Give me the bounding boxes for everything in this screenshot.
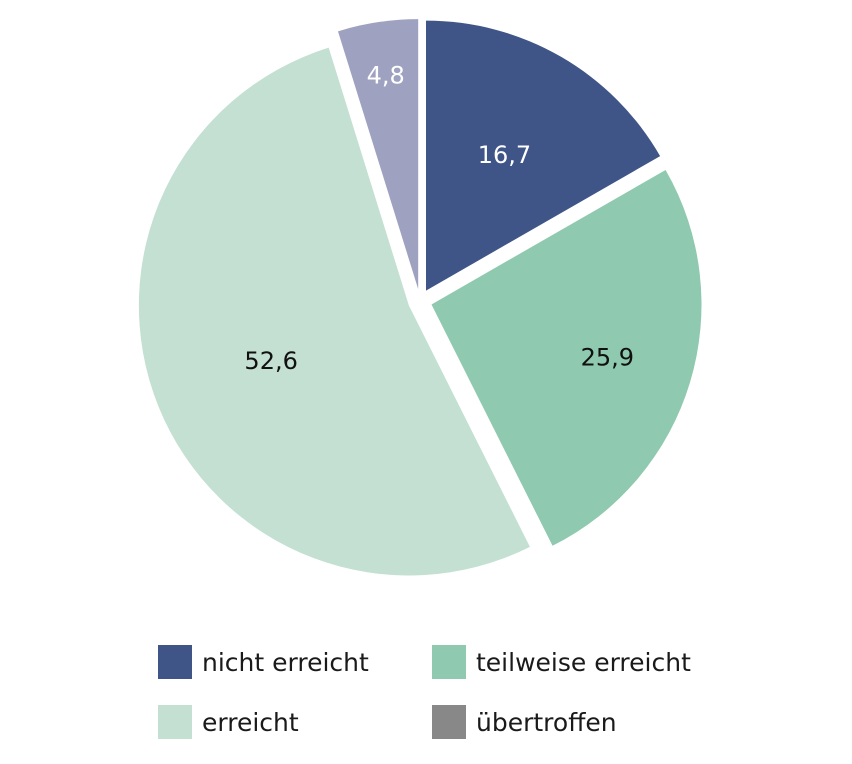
pie-label-nicht-erreicht: 16,7 [478, 141, 531, 169]
pie-label-teilweise-erreicht: 25,9 [581, 343, 634, 371]
legend-swatch-erreicht [158, 705, 192, 739]
legend-label-uebertroffen: übertroffen [476, 707, 617, 737]
legend-item-nicht-erreicht: nicht erreicht [158, 644, 369, 680]
legend-swatch-uebertroffen [432, 705, 466, 739]
legend-label-teilweise-erreicht: teilweise erreicht [476, 647, 691, 677]
legend-swatch-teilweise-erreicht [432, 645, 466, 679]
pie-slice-erreicht [138, 47, 530, 576]
legend-item-teilweise-erreicht: teilweise erreicht [432, 644, 691, 680]
pie-label-erreicht: 52,6 [244, 347, 297, 375]
pie-slices [138, 19, 702, 576]
pie-slice-uebertroffen [337, 19, 419, 290]
pie-slice-nicht-erreicht [426, 20, 661, 291]
pie-value-labels: 16,7 25,9 52,6 4,8 [244, 62, 634, 375]
legend-item-erreicht: erreicht [158, 704, 299, 740]
pie-label-uebertroffen: 4,8 [367, 62, 405, 90]
legend-label-erreicht: erreicht [202, 707, 299, 737]
legend-label-nicht-erreicht: nicht erreicht [202, 647, 369, 677]
legend-item-uebertroffen: übertroffen [432, 704, 617, 740]
pie-slice-teilweise-erreicht [431, 169, 702, 546]
legend-swatch-nicht-erreicht [158, 645, 192, 679]
